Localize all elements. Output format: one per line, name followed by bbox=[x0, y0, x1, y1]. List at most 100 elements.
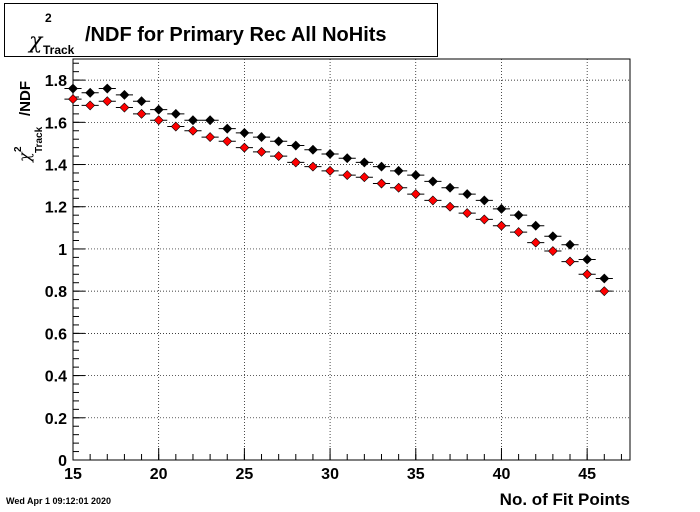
timestamp: Wed Apr 1 09:12:01 2020 bbox=[6, 496, 112, 506]
y-tick-label: 1.4 bbox=[45, 158, 67, 175]
y-tick-label: 0.8 bbox=[45, 284, 67, 301]
y-tick-label: 1.6 bbox=[45, 115, 67, 132]
y-tick-label: 0.6 bbox=[45, 326, 67, 343]
data-point bbox=[393, 165, 404, 176]
data-point bbox=[136, 108, 147, 119]
data-point bbox=[273, 151, 284, 162]
data-point bbox=[205, 115, 216, 126]
y-tick-label: 1.2 bbox=[45, 200, 67, 217]
data-point bbox=[513, 210, 524, 221]
data-point bbox=[376, 178, 387, 189]
data-point bbox=[136, 96, 147, 107]
grid-lines bbox=[73, 59, 630, 460]
data-point bbox=[496, 203, 507, 214]
data-point bbox=[308, 161, 318, 172]
y-tick-label: 0.2 bbox=[45, 411, 67, 428]
data-point bbox=[599, 286, 610, 297]
data-point bbox=[427, 195, 438, 206]
data-point bbox=[188, 125, 198, 136]
data-point bbox=[342, 153, 353, 164]
data-series bbox=[64, 83, 613, 297]
ylabel-main-text: /NDF bbox=[17, 81, 34, 116]
data-point bbox=[530, 237, 541, 248]
series-0 bbox=[64, 83, 613, 284]
y-axis-title: χ 2 Track /NDF bbox=[13, 81, 45, 163]
data-point bbox=[325, 165, 336, 176]
data-point bbox=[68, 94, 78, 105]
data-point bbox=[462, 189, 473, 199]
data-point bbox=[222, 123, 233, 134]
data-point bbox=[427, 176, 438, 187]
data-point bbox=[325, 149, 336, 159]
data-point bbox=[410, 189, 421, 199]
data-point bbox=[393, 182, 404, 193]
series-1 bbox=[64, 94, 613, 297]
data-point bbox=[256, 146, 267, 157]
data-point bbox=[239, 127, 250, 138]
data-point bbox=[445, 182, 455, 193]
x-tick-label: 25 bbox=[235, 466, 253, 483]
ylabel-subscript: Track bbox=[34, 126, 45, 153]
data-point bbox=[102, 83, 113, 94]
title-subscript: Track bbox=[43, 43, 75, 57]
data-point bbox=[582, 254, 593, 265]
data-point bbox=[188, 115, 198, 126]
data-point bbox=[565, 256, 575, 267]
data-point bbox=[222, 136, 233, 147]
data-point bbox=[170, 121, 181, 132]
x-tick-label: 30 bbox=[321, 466, 339, 483]
data-point bbox=[205, 132, 216, 143]
y-tick-label: 1 bbox=[58, 242, 67, 259]
data-point bbox=[496, 220, 507, 231]
title-chi-symbol: χ bbox=[27, 29, 44, 54]
data-point bbox=[290, 157, 301, 168]
chart-title-box: χ 2 Track /NDF for Primary Rec All NoHit… bbox=[4, 3, 438, 57]
data-point bbox=[582, 269, 593, 280]
data-point bbox=[376, 161, 387, 172]
data-point bbox=[102, 96, 113, 107]
data-point bbox=[359, 157, 370, 168]
data-point bbox=[68, 83, 78, 94]
data-point bbox=[308, 144, 318, 155]
data-point bbox=[273, 136, 284, 147]
data-point bbox=[256, 132, 267, 143]
data-point bbox=[410, 170, 421, 181]
data-point bbox=[239, 142, 250, 153]
x-tick-label: 40 bbox=[493, 466, 511, 483]
data-point bbox=[462, 208, 473, 218]
ylabel-chi-symbol: χ bbox=[15, 151, 34, 163]
plot-frame bbox=[72, 58, 631, 461]
data-point bbox=[445, 201, 455, 212]
data-point bbox=[565, 239, 575, 250]
data-point bbox=[513, 227, 524, 237]
data-point bbox=[153, 115, 164, 126]
x-tick-label: 45 bbox=[578, 466, 596, 483]
x-tick-label: 15 bbox=[64, 466, 82, 483]
data-point bbox=[85, 87, 96, 98]
data-point bbox=[170, 108, 181, 119]
title-main-text: /NDF for Primary Rec All NoHits bbox=[85, 24, 387, 46]
x-axis-title: No. of Fit Points bbox=[499, 490, 630, 509]
data-point bbox=[479, 195, 490, 206]
data-point bbox=[530, 220, 541, 231]
data-point bbox=[599, 273, 610, 284]
x-tick-label: 20 bbox=[150, 466, 168, 483]
title-superscript: 2 bbox=[45, 11, 52, 25]
data-point bbox=[547, 246, 558, 256]
data-point bbox=[290, 140, 301, 151]
axes: 0 0.2 0.4 0.6 0.8 1 1.2 1.4 1.6 1.8 15 20 25 30 35 40 45 bbox=[45, 62, 622, 483]
data-point bbox=[85, 100, 96, 111]
data-point bbox=[479, 214, 490, 225]
data-point bbox=[342, 170, 353, 181]
data-point bbox=[119, 102, 130, 113]
data-point bbox=[547, 231, 558, 242]
data-point bbox=[153, 104, 164, 115]
y-tick-label: 1.8 bbox=[45, 73, 67, 90]
x-tick-label: 35 bbox=[407, 466, 425, 483]
ylabel-superscript: 2 bbox=[13, 146, 24, 152]
data-point bbox=[359, 172, 370, 183]
data-point bbox=[119, 89, 130, 100]
chart-title: χ 2 Track /NDF for Primary Rec All NoHit… bbox=[27, 11, 387, 57]
y-tick-label: 0 bbox=[58, 453, 67, 470]
